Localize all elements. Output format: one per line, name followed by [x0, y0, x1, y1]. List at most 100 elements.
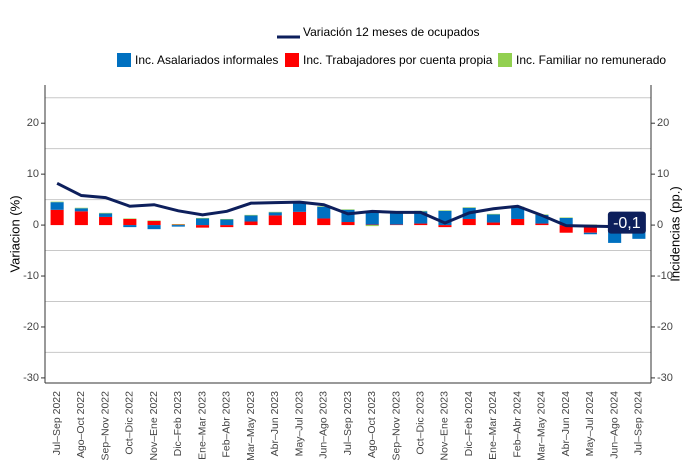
bar — [123, 218, 137, 226]
x-tick-label: Oct–Dic 2022 — [124, 391, 136, 455]
bar — [535, 223, 549, 226]
bar — [292, 202, 307, 212]
value-label-box — [607, 211, 646, 234]
bar — [196, 225, 210, 228]
bar — [317, 206, 331, 219]
bar — [99, 212, 113, 214]
legend-label: Variación 12 meses de ocupados — [303, 25, 480, 39]
bar — [147, 225, 161, 230]
bar — [389, 224, 404, 226]
x-tick-label: Jul–Sep 2024 — [633, 391, 645, 455]
x-tick-label: Oct–Dic 2023 — [415, 391, 427, 455]
y2-tick-label: -10 — [657, 270, 673, 282]
x-tick-label: Dic–Feb 2024 — [463, 391, 475, 457]
y2-tick-label: 0 — [657, 219, 663, 231]
bar — [196, 218, 210, 226]
y-tick-label: -30 — [23, 372, 39, 384]
bar — [123, 218, 137, 219]
bar — [462, 207, 476, 208]
bar — [171, 225, 185, 227]
bar — [74, 207, 88, 209]
bar — [365, 224, 379, 226]
x-tick-label: Abr–Jun 2024 — [560, 391, 572, 457]
bar — [559, 217, 573, 226]
bar — [486, 214, 500, 223]
bar — [220, 218, 234, 220]
y2-tick-label: 10 — [657, 168, 669, 180]
bar — [147, 220, 161, 222]
bar — [462, 218, 476, 226]
y-tick-label: 20 — [27, 117, 39, 129]
bar — [559, 217, 573, 218]
legend-label: Inc. Familiar no remunerado — [516, 53, 666, 67]
bar — [486, 222, 500, 226]
x-tick-label: Jun–Ago 2023 — [318, 391, 330, 459]
x-tick-label: Sep–Nov 2023 — [390, 391, 402, 460]
bar — [244, 214, 258, 216]
bar — [123, 225, 137, 228]
x-tick-label: Nov–Ene 2022 — [148, 391, 160, 460]
value-label: -0,1 — [613, 215, 641, 232]
y-tick-label: 0 — [33, 219, 39, 231]
bar — [268, 211, 282, 213]
bar — [244, 221, 258, 226]
bar — [341, 222, 355, 226]
bar — [365, 225, 379, 227]
bar — [389, 212, 404, 225]
bar — [268, 215, 282, 226]
y2-axis-label: Incidencias (pp.) — [667, 186, 682, 281]
bar — [511, 218, 525, 226]
y2-tick-label: -20 — [657, 321, 673, 333]
legend-label: Inc. Trabajadores por cuenta propia — [303, 53, 493, 67]
x-tick-label: Ene–Mar 2024 — [487, 391, 499, 460]
bar — [220, 219, 234, 226]
x-tick-label: Jun–Ago 2024 — [608, 391, 620, 459]
bar — [486, 213, 500, 215]
y-tick-label: 10 — [27, 168, 39, 180]
legend-swatch — [285, 53, 299, 67]
x-tick-label: Sep–Nov 2022 — [99, 391, 111, 460]
bar — [414, 223, 428, 226]
x-tick-label: Dic–Feb 2023 — [172, 391, 184, 457]
bar — [50, 202, 64, 210]
legend-swatch — [117, 53, 131, 67]
x-tick-label: Abr–Jun 2023 — [269, 391, 281, 457]
bar — [99, 213, 113, 217]
y-tick-label: -20 — [23, 321, 39, 333]
x-tick-label: Jul–Sep 2023 — [342, 391, 354, 455]
x-tick-label: Mar–May 2023 — [245, 391, 257, 460]
x-tick-label: Jul–Sep 2022 — [51, 391, 63, 455]
legend-label: Inc. Asalariados informales — [135, 53, 278, 67]
bar — [341, 209, 355, 210]
bar — [583, 225, 597, 233]
bar — [196, 217, 210, 219]
x-tick-label: Mar–May 2024 — [536, 391, 548, 460]
bar — [171, 224, 185, 225]
bar — [292, 211, 307, 226]
bar — [535, 214, 549, 224]
x-tick-label: Feb–Abr 2023 — [221, 391, 233, 458]
bar — [559, 225, 573, 233]
x-tick-label: May–Jul 2024 — [584, 391, 596, 457]
bar — [268, 212, 282, 216]
bar — [220, 225, 234, 228]
bar — [171, 224, 185, 226]
bar — [438, 225, 452, 228]
x-tick-label: Ago–Oct 2023 — [366, 391, 378, 458]
bar — [511, 207, 525, 219]
bar — [244, 215, 258, 222]
y-axis-label: Variacion (%) — [7, 195, 22, 272]
bar — [317, 206, 331, 207]
bar — [147, 221, 161, 226]
bar — [74, 211, 88, 226]
y2-tick-label: 20 — [657, 117, 669, 129]
x-tick-label: May–Jul 2023 — [293, 391, 305, 457]
bar — [99, 216, 113, 226]
bar — [583, 232, 597, 235]
legend-swatch — [498, 53, 512, 67]
x-tick-label: Ago–Oct 2022 — [75, 391, 87, 458]
x-tick-label: Ene–Mar 2023 — [196, 391, 208, 460]
x-tick-label: Feb–Abr 2024 — [511, 391, 523, 458]
x-tick-label: Nov–Ene 2023 — [439, 391, 451, 460]
